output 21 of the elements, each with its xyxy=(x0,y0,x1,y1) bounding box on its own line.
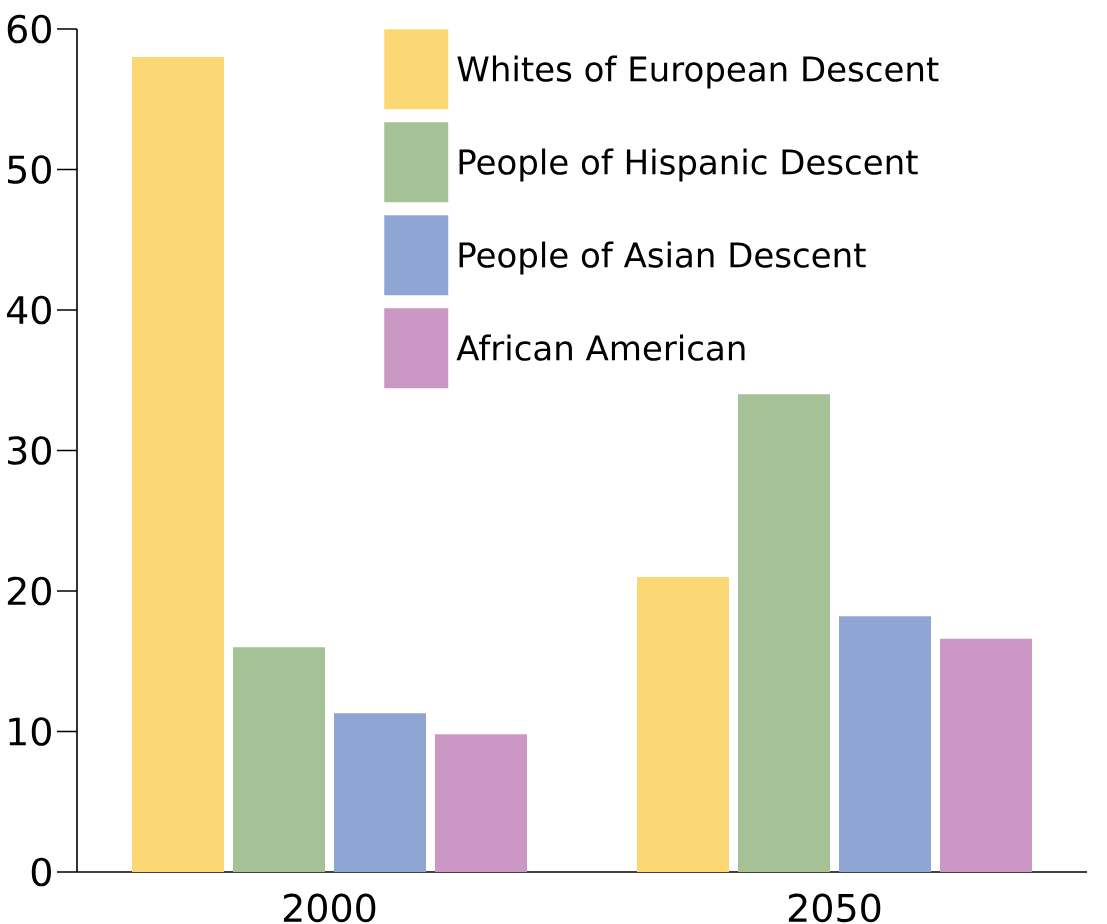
bar xyxy=(839,616,931,872)
legend-label: People of Hispanic Descent xyxy=(459,148,918,182)
y-tick-label: 40 xyxy=(6,295,51,325)
bar xyxy=(637,576,729,872)
y-tick-label: 0 xyxy=(31,857,51,887)
y-tick-label: 10 xyxy=(9,717,51,746)
x-tick-label: 2050 xyxy=(788,893,881,923)
bar xyxy=(940,638,1032,872)
y-tick-label: 30 xyxy=(8,436,51,465)
legend-label: African American xyxy=(456,334,745,361)
bar xyxy=(233,647,325,872)
x-tick-label: 2000 xyxy=(283,893,376,923)
y-tick-label: 50 xyxy=(8,155,51,184)
bar xyxy=(132,57,224,872)
bar xyxy=(435,734,527,872)
y-tick-label: 60 xyxy=(7,14,51,44)
legend-label: People of Asian Descent xyxy=(459,241,866,275)
bar xyxy=(737,394,830,872)
y-tick-label: 20 xyxy=(7,576,51,606)
legend-label: Whites of European Descent xyxy=(457,55,939,89)
bar xyxy=(334,713,426,872)
